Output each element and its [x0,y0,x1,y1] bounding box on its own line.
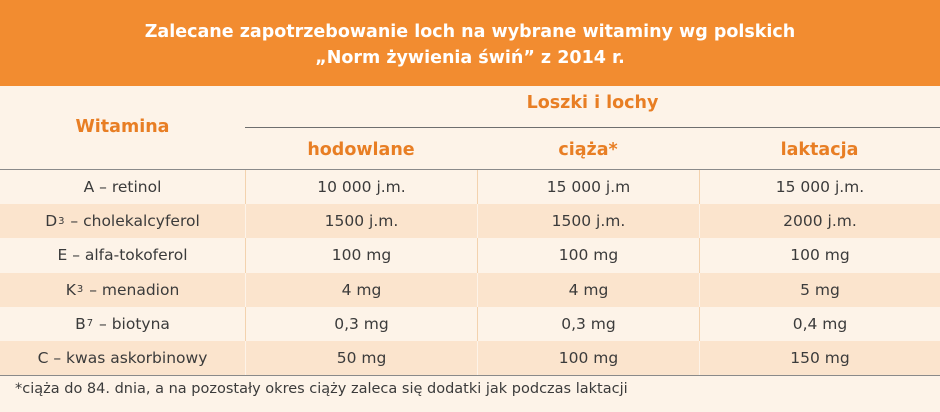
column-header-lactation: laktacja [780,140,859,160]
value-cell: 4 mg [245,272,477,307]
value-cell: 1500 j.m. [477,204,699,239]
value-cell: 0,4 mg [699,306,940,341]
value-cell: 0,3 mg [245,306,477,341]
table-row: A – retinol 10 000 j.m. 15 000 j.m 15 00… [0,170,940,205]
value-cell: 0,3 mg [477,306,699,341]
header-divider [0,169,940,170]
value-cell: 4 mg [477,272,699,307]
value-cell: 100 mg [699,238,940,273]
value-cell: 50 mg [245,340,477,376]
vitamin-name-cell: C – kwas askorbinowy [37,349,208,368]
value-cell: 5 mg [699,272,940,307]
column-header-pregnancy: ciąża* [558,140,618,160]
value-cell: 1500 j.m. [245,204,477,239]
table-bottom-divider [0,375,940,376]
vitamin-name-cell: E – alfa-tokoferol [57,246,188,265]
title-line-1: Zalecane zapotrzebowanie loch na wybrane… [144,22,796,42]
table-row: C – kwas askorbinowy 50 mg 100 mg 150 mg [0,340,940,376]
footnote: *ciąża do 84. dnia, a na pozostały okres… [15,381,628,397]
table-title: Zalecane zapotrzebowanie loch na wybrane… [0,0,940,86]
value-cell: 2000 j.m. [699,204,940,239]
table-row: E – alfa-tokoferol 100 mg 100 mg 100 mg [0,238,940,273]
value-cell: 100 mg [477,238,699,273]
title-line-2: „Norm żywienia świń” z 2014 r. [315,48,625,68]
column-header-vitamin: Witamina [75,117,170,137]
value-cell: 10 000 j.m. [245,170,477,205]
value-cell: 100 mg [477,340,699,376]
value-cell: 100 mg [245,238,477,273]
table-body: A – retinol 10 000 j.m. 15 000 j.m 15 00… [0,170,940,376]
group-divider [245,127,940,128]
value-cell: 15 000 j.m. [699,170,940,205]
value-cell: 15 000 j.m [477,170,699,205]
value-cell: 150 mg [699,340,940,376]
group-header: Loszki i lochy [526,93,659,113]
vitamin-name-cell: A – retinol [83,178,162,197]
column-header-breeding: hodowlane [307,140,415,160]
